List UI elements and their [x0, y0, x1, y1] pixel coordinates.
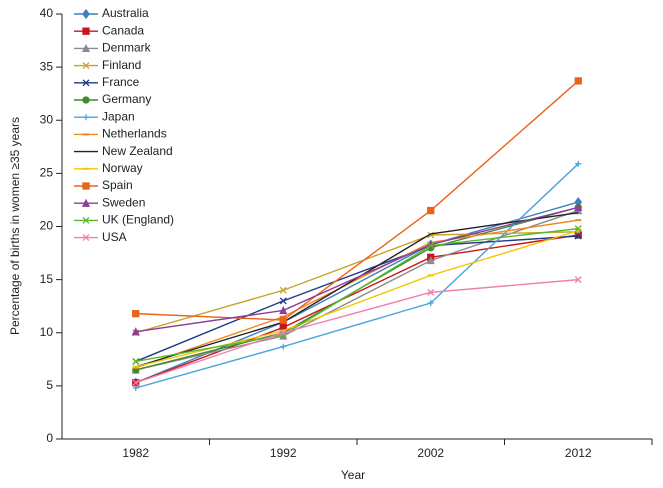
x-tick-label: 1992 [270, 446, 297, 460]
marker [427, 206, 435, 215]
y-tick-label: 0 [46, 431, 53, 445]
legend-label: Netherlands [102, 127, 167, 141]
series [132, 276, 582, 387]
legend-label: France [102, 75, 140, 89]
marker [574, 225, 582, 233]
legend-label: Germany [102, 92, 151, 106]
series-line [135, 227, 579, 363]
marker [132, 379, 140, 387]
marker [279, 305, 288, 315]
series-line [135, 234, 579, 384]
marker [132, 357, 140, 365]
marker [83, 114, 89, 121]
y-tick-label: 10 [40, 325, 54, 339]
marker [279, 329, 287, 337]
marker [279, 286, 287, 294]
x-tick-label: 2012 [565, 446, 592, 460]
legend-label: Australia [102, 6, 149, 20]
legend-label: New Zealand [102, 144, 173, 158]
marker [82, 79, 90, 87]
marker [279, 297, 287, 305]
marker [132, 385, 139, 391]
marker [427, 288, 435, 296]
marker [82, 96, 90, 104]
marker [82, 234, 90, 242]
legend-label: Finland [102, 58, 141, 72]
legend-label: Denmark [102, 41, 152, 55]
marker [82, 62, 90, 70]
marker [82, 8, 90, 20]
y-tick-label: 30 [40, 112, 54, 126]
legend-label: Japan [102, 109, 135, 123]
series [132, 160, 582, 391]
series-line [135, 235, 579, 363]
y-tick-label: 5 [46, 378, 53, 392]
marker [82, 216, 90, 224]
marker [279, 316, 287, 324]
x-tick-label: 1982 [122, 446, 149, 460]
series [132, 231, 582, 387]
marker [81, 43, 91, 53]
marker [574, 77, 582, 85]
legend-label: Canada [102, 23, 144, 37]
series-line [135, 278, 579, 384]
series-line [135, 231, 579, 334]
marker [427, 242, 435, 250]
y-tick-label: 35 [40, 59, 54, 73]
series-line [135, 206, 579, 333]
marker [426, 256, 435, 265]
y-tick-label: 40 [40, 6, 54, 20]
y-tick-label: 25 [40, 166, 54, 180]
legend-label: Norway [102, 161, 143, 175]
marker [132, 309, 140, 318]
series [132, 219, 582, 369]
marker [574, 276, 582, 284]
series-line [135, 219, 579, 369]
marker [131, 327, 140, 336]
marker [575, 160, 582, 167]
marker [574, 231, 582, 239]
marker [427, 300, 434, 306]
series [132, 77, 582, 324]
legend-label: Sweden [102, 195, 145, 209]
x-tick-label: 2002 [417, 446, 444, 460]
series [132, 225, 582, 365]
series-line [135, 80, 579, 321]
marker [81, 198, 91, 207]
y-tick-label: 15 [40, 272, 54, 286]
marker [280, 343, 287, 350]
series-line [135, 209, 579, 371]
x-axis-label: Year [341, 468, 365, 482]
series [131, 202, 583, 336]
marker [82, 182, 90, 190]
marker [82, 27, 90, 35]
marker [574, 232, 582, 240]
y-tick-label: 20 [40, 219, 54, 233]
legend-label: UK (England) [102, 213, 174, 227]
legend-label: Spain [102, 178, 133, 192]
legend-label: USA [102, 230, 127, 244]
y-axis-label: Percentage of births in women ≥35 years [8, 117, 22, 335]
series-line [135, 163, 579, 389]
marker [574, 202, 583, 212]
